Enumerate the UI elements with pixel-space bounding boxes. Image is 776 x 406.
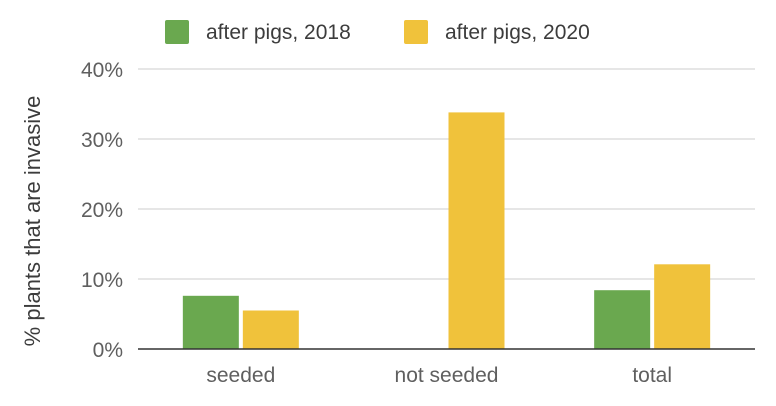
y-tick-label: 0% xyxy=(93,339,123,362)
y-tick-label: 20% xyxy=(81,199,123,222)
bar xyxy=(654,264,711,349)
y-axis-title: % plants that are invasive xyxy=(20,96,45,347)
legend: after pigs, 2018 after pigs, 2020 xyxy=(165,20,590,44)
bar xyxy=(594,290,651,349)
legend-swatch xyxy=(165,20,189,44)
gridlines xyxy=(138,68,755,280)
legend-label: after pigs, 2018 xyxy=(206,21,351,44)
bar xyxy=(182,295,239,349)
y-tick-label: 30% xyxy=(81,129,123,152)
x-tick-label: seeded xyxy=(206,364,275,387)
bar xyxy=(242,310,299,349)
legend-label: after pigs, 2020 xyxy=(445,21,590,44)
y-tick-label: 10% xyxy=(81,269,123,292)
x-axis-ticks: seeded not seeded total xyxy=(206,364,672,387)
legend-swatch xyxy=(404,20,428,44)
bars xyxy=(182,112,711,350)
y-axis-ticks: 0% 10% 20% 30% 40% xyxy=(81,59,123,362)
y-tick-label: 40% xyxy=(81,59,123,82)
bar xyxy=(448,112,505,350)
x-tick-label: not seeded xyxy=(395,364,499,387)
x-tick-label: total xyxy=(632,364,672,387)
